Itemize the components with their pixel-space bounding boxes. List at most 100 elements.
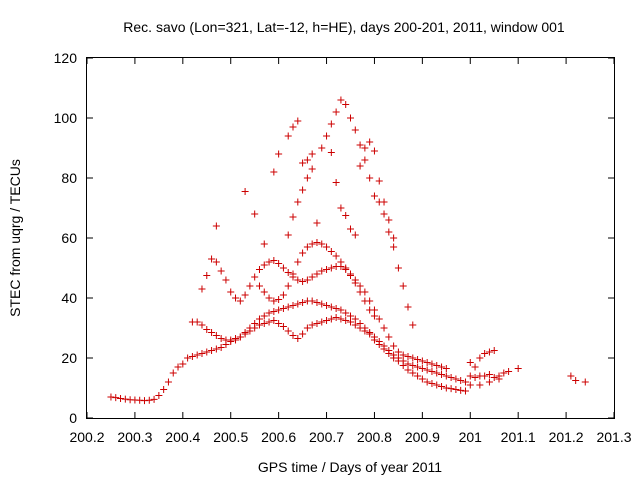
data-point — [461, 387, 469, 395]
x-tick-label: 200.5 — [213, 429, 248, 445]
data-point — [318, 240, 326, 248]
data-point — [380, 210, 388, 218]
data-point — [361, 297, 369, 305]
data-point — [414, 363, 422, 371]
data-point — [409, 369, 417, 377]
data-point — [289, 332, 297, 339]
data-point — [198, 285, 206, 293]
data-point — [514, 365, 522, 372]
data-point — [246, 282, 254, 290]
data-point — [457, 377, 465, 384]
data-point — [423, 378, 431, 386]
data-point — [327, 264, 335, 272]
data-point — [227, 288, 235, 296]
data-point — [294, 198, 302, 206]
data-point — [447, 385, 455, 393]
y-axis-label: STEC from uqrg / TECUs — [7, 159, 23, 317]
data-point — [313, 270, 321, 278]
data-point — [351, 321, 359, 329]
data-point — [303, 174, 311, 182]
y-tick-label: 20 — [61, 350, 77, 366]
data-point — [160, 386, 168, 393]
data-point — [184, 354, 192, 362]
data-point — [351, 126, 359, 134]
data-point — [351, 315, 359, 323]
x-tick-label: 201.3 — [596, 429, 631, 445]
data-point — [476, 381, 484, 389]
data-point — [260, 320, 268, 327]
data-point — [294, 117, 302, 125]
data-point — [399, 282, 407, 290]
data-point — [318, 300, 326, 308]
data-point — [251, 320, 259, 327]
data-point — [198, 321, 206, 329]
data-point — [572, 377, 580, 384]
data-point — [490, 347, 498, 354]
data-point — [337, 96, 345, 104]
data-point — [370, 147, 378, 155]
data-point — [404, 353, 412, 360]
data-point — [255, 321, 263, 329]
data-point — [208, 255, 216, 263]
data-point — [251, 273, 259, 281]
data-point — [323, 132, 331, 140]
data-point — [418, 375, 426, 383]
data-point — [294, 276, 302, 284]
data-point — [275, 150, 283, 158]
data-point — [380, 342, 388, 350]
data-point — [313, 299, 321, 306]
data-point — [112, 394, 120, 402]
data-point — [485, 371, 493, 378]
data-point — [481, 350, 489, 357]
data-point — [236, 297, 244, 305]
data-point — [279, 323, 287, 330]
data-point — [284, 282, 292, 290]
data-point — [303, 156, 311, 164]
data-point — [394, 354, 402, 362]
data-point — [203, 272, 211, 279]
data-point — [155, 392, 163, 399]
data-point — [433, 381, 441, 389]
data-point — [428, 380, 436, 387]
data-point — [323, 302, 331, 309]
data-point — [303, 243, 311, 251]
data-point — [366, 306, 374, 314]
data-point — [452, 386, 460, 393]
data-point — [385, 216, 393, 224]
data-point — [476, 354, 484, 362]
data-point — [356, 162, 364, 170]
data-point — [241, 188, 249, 195]
data-point — [241, 329, 249, 336]
data-point — [318, 267, 326, 275]
data-point — [385, 333, 393, 341]
data-point — [323, 266, 331, 273]
data-point — [370, 192, 378, 200]
data-point — [366, 329, 374, 336]
data-point — [418, 365, 426, 372]
data-point — [179, 360, 187, 368]
data-point — [375, 338, 383, 345]
data-point — [500, 369, 508, 377]
data-point — [366, 138, 374, 146]
data-point — [145, 396, 153, 404]
data-point — [466, 381, 474, 389]
y-tick-label: 100 — [54, 110, 78, 126]
data-point — [466, 359, 474, 366]
data-point — [270, 317, 278, 324]
x-tick-label: 200.4 — [165, 429, 200, 445]
data-point — [452, 375, 460, 383]
data-point — [323, 317, 331, 324]
data-point — [217, 267, 225, 275]
data-point — [428, 368, 436, 375]
data-point — [294, 300, 302, 308]
data-point — [457, 386, 465, 394]
data-point — [495, 375, 503, 383]
data-point — [404, 366, 412, 374]
data-point — [275, 260, 283, 267]
data-point — [323, 243, 331, 251]
data-point — [461, 378, 469, 386]
data-point — [265, 258, 273, 266]
data-point — [375, 315, 383, 323]
data-point — [212, 258, 220, 266]
